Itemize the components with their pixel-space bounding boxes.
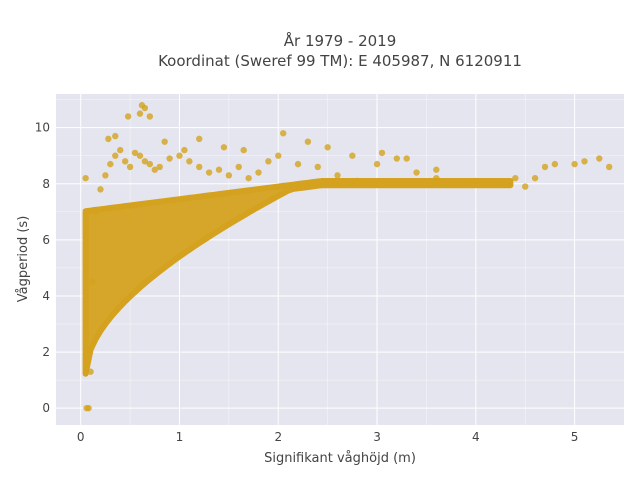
x-tick-label: 4 <box>472 430 480 444</box>
data-point <box>112 132 119 140</box>
data-point <box>205 169 213 176</box>
data-point <box>245 174 252 182</box>
data-point <box>531 174 539 182</box>
data-point <box>107 160 114 168</box>
data-point <box>373 160 381 168</box>
data-point <box>151 166 158 173</box>
data-point <box>176 152 183 159</box>
data-point <box>354 177 361 185</box>
x-axis-label: Signifikant våghöjd (m) <box>264 451 416 466</box>
y-tick-label: 10 <box>35 121 50 135</box>
y-tick-label: 8 <box>42 177 50 191</box>
data-point <box>87 368 94 375</box>
data-point <box>186 158 193 165</box>
data-point <box>146 160 154 168</box>
data-point <box>166 155 173 162</box>
data-point <box>472 177 480 185</box>
data-point <box>82 174 89 182</box>
x-tick-label: 2 <box>274 430 282 444</box>
data-point <box>85 404 92 412</box>
data-point <box>181 146 188 154</box>
y-tick-label: 2 <box>42 345 50 359</box>
data-point <box>131 149 139 157</box>
data-point <box>196 135 203 143</box>
data-point <box>124 113 132 120</box>
data-point <box>89 278 96 286</box>
data-point <box>121 158 129 165</box>
data-point <box>280 130 287 137</box>
y-tick-labels: 0 2 4 6 8 10 <box>35 121 50 416</box>
data-point <box>136 110 144 117</box>
data-point <box>324 144 331 151</box>
data-point <box>240 146 247 154</box>
data-point <box>196 163 203 171</box>
dense-point-cloud <box>82 178 514 377</box>
data-point <box>605 163 613 171</box>
data-point <box>492 180 499 187</box>
x-tick-label: 0 <box>77 430 85 444</box>
chart-subtitle: Koordinat (Sweref 99 TM): E 405987, N 61… <box>158 52 522 70</box>
chart-title: År 1979 - 2019 <box>284 31 397 50</box>
data-point <box>255 169 262 176</box>
x-tick-label: 3 <box>373 430 381 444</box>
data-point <box>314 163 321 171</box>
data-point <box>571 160 578 168</box>
data-point <box>452 180 460 187</box>
data-point <box>551 160 559 168</box>
data-point <box>433 166 440 173</box>
data-point <box>596 155 603 162</box>
data-point <box>136 152 144 159</box>
data-point <box>92 208 99 216</box>
data-point <box>334 172 341 179</box>
data-point <box>225 172 233 179</box>
data-point <box>235 163 242 171</box>
data-point <box>265 158 272 165</box>
data-point <box>393 155 400 162</box>
data-point <box>413 169 420 176</box>
data-point <box>275 152 282 159</box>
grid-lines <box>56 94 624 425</box>
data-point <box>304 138 312 145</box>
data-point <box>141 104 149 112</box>
data-point <box>161 138 168 145</box>
y-tick-label: 6 <box>42 233 50 247</box>
data-point <box>102 172 109 179</box>
x-tick-label: 5 <box>571 430 579 444</box>
data-point <box>97 186 104 193</box>
y-tick-label: 0 <box>42 401 50 415</box>
data-point <box>126 163 134 171</box>
data-point <box>141 158 149 165</box>
data-point <box>522 183 529 190</box>
data-points <box>82 102 613 412</box>
y-tick-label: 4 <box>42 289 50 303</box>
data-point <box>220 144 228 151</box>
data-point <box>146 113 154 120</box>
data-point <box>112 152 119 159</box>
data-point <box>294 160 302 168</box>
data-point <box>117 146 124 154</box>
data-point <box>403 155 410 162</box>
data-point <box>433 174 440 182</box>
data-point <box>378 149 386 157</box>
x-tick-label: 1 <box>176 430 184 444</box>
x-tick-labels: 0 1 2 3 4 5 <box>77 430 579 444</box>
data-point <box>156 163 163 171</box>
data-point <box>349 152 356 159</box>
y-axis-label: Vågperiod (s) <box>16 216 31 303</box>
data-point <box>215 166 223 173</box>
data-point <box>541 163 549 171</box>
data-point <box>105 135 112 143</box>
data-point <box>581 158 588 165</box>
data-point <box>512 174 519 182</box>
